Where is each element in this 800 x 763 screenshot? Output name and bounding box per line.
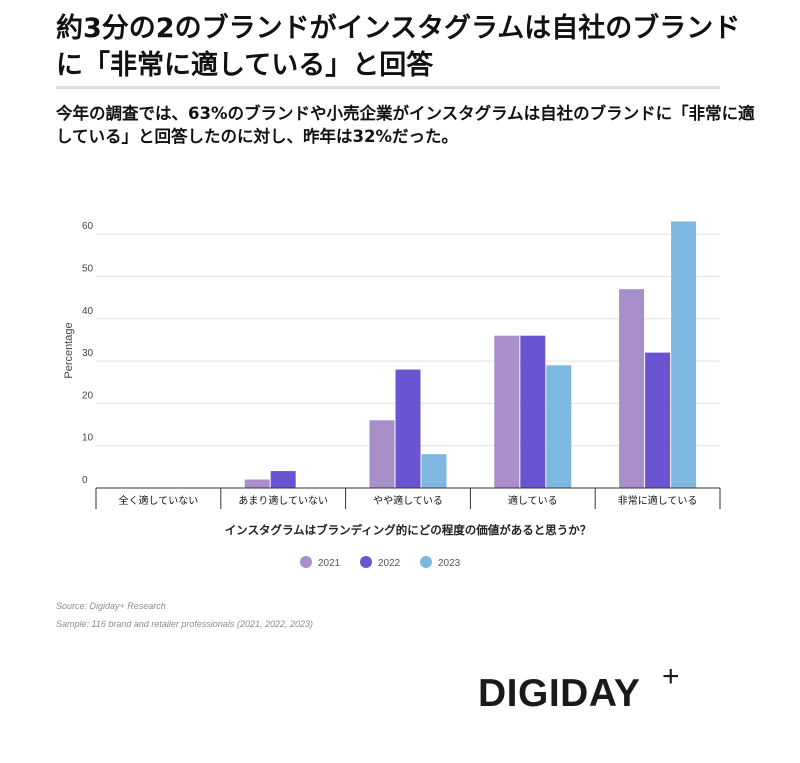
bar-chart: 0 10 20 30 40 50 60 Percentage 全く適していない あまり適していない… [63,221,721,569]
legend-label-2023: 2023 [438,558,461,569]
page-subtitle: 今年の調査では、63%のブランドや小売企業がインスタグラムは自社のブランドに「非… [56,104,755,146]
page-title: 約3分の2のブランドがインスタグラムは自社のブランドに「非常に適している」と回答 [56,13,741,81]
title-divider [56,86,720,89]
bar-2021 [244,479,270,488]
bar-2022 [395,369,421,488]
legend-label-2021: 2021 [318,558,341,569]
x-tick-label: 適している [508,494,558,507]
y-tick-label: 10 [82,433,94,444]
bar-2023 [671,221,697,488]
bar-2023 [421,454,447,488]
bar-2022 [645,352,671,488]
bar-2021 [494,335,520,488]
x-axis-label: インスタグラムはブランディング的にどの程度の価値があると思うか？ [225,523,592,537]
y-tick-label: 30 [82,348,94,359]
logo-plus: + [662,660,680,693]
digiday-logo: DIGIDAY + [478,660,708,718]
legend-marker-2022 [360,556,372,568]
x-tick-label: 全く適していない [119,494,199,507]
sample-note: Sample: 116 brand and retailer professio… [56,619,314,629]
y-tick-label: 20 [82,390,94,401]
source-note: Source: Digiday+ Research [56,601,166,611]
bar-2021 [369,420,395,488]
x-tick-label: あまり適していない [238,494,328,507]
bar-2022 [520,335,546,488]
logo-text: DIGIDAY [478,672,641,715]
y-tick-label: 60 [82,221,94,232]
y-tick-label: 50 [82,263,94,274]
y-axis-label: Percentage [63,322,75,378]
bar-2023 [546,365,572,488]
legend-marker-2021 [300,556,312,568]
legend-marker-2023 [420,556,432,568]
legend-label-2022: 2022 [378,558,401,569]
bar-2021 [619,289,645,488]
y-tick-label: 40 [82,306,94,317]
x-tick-label: 非常に適している [618,494,698,507]
bar-2022 [270,471,296,488]
x-tick-label: やや適している [373,494,443,507]
y-tick-label: 0 [82,475,88,486]
